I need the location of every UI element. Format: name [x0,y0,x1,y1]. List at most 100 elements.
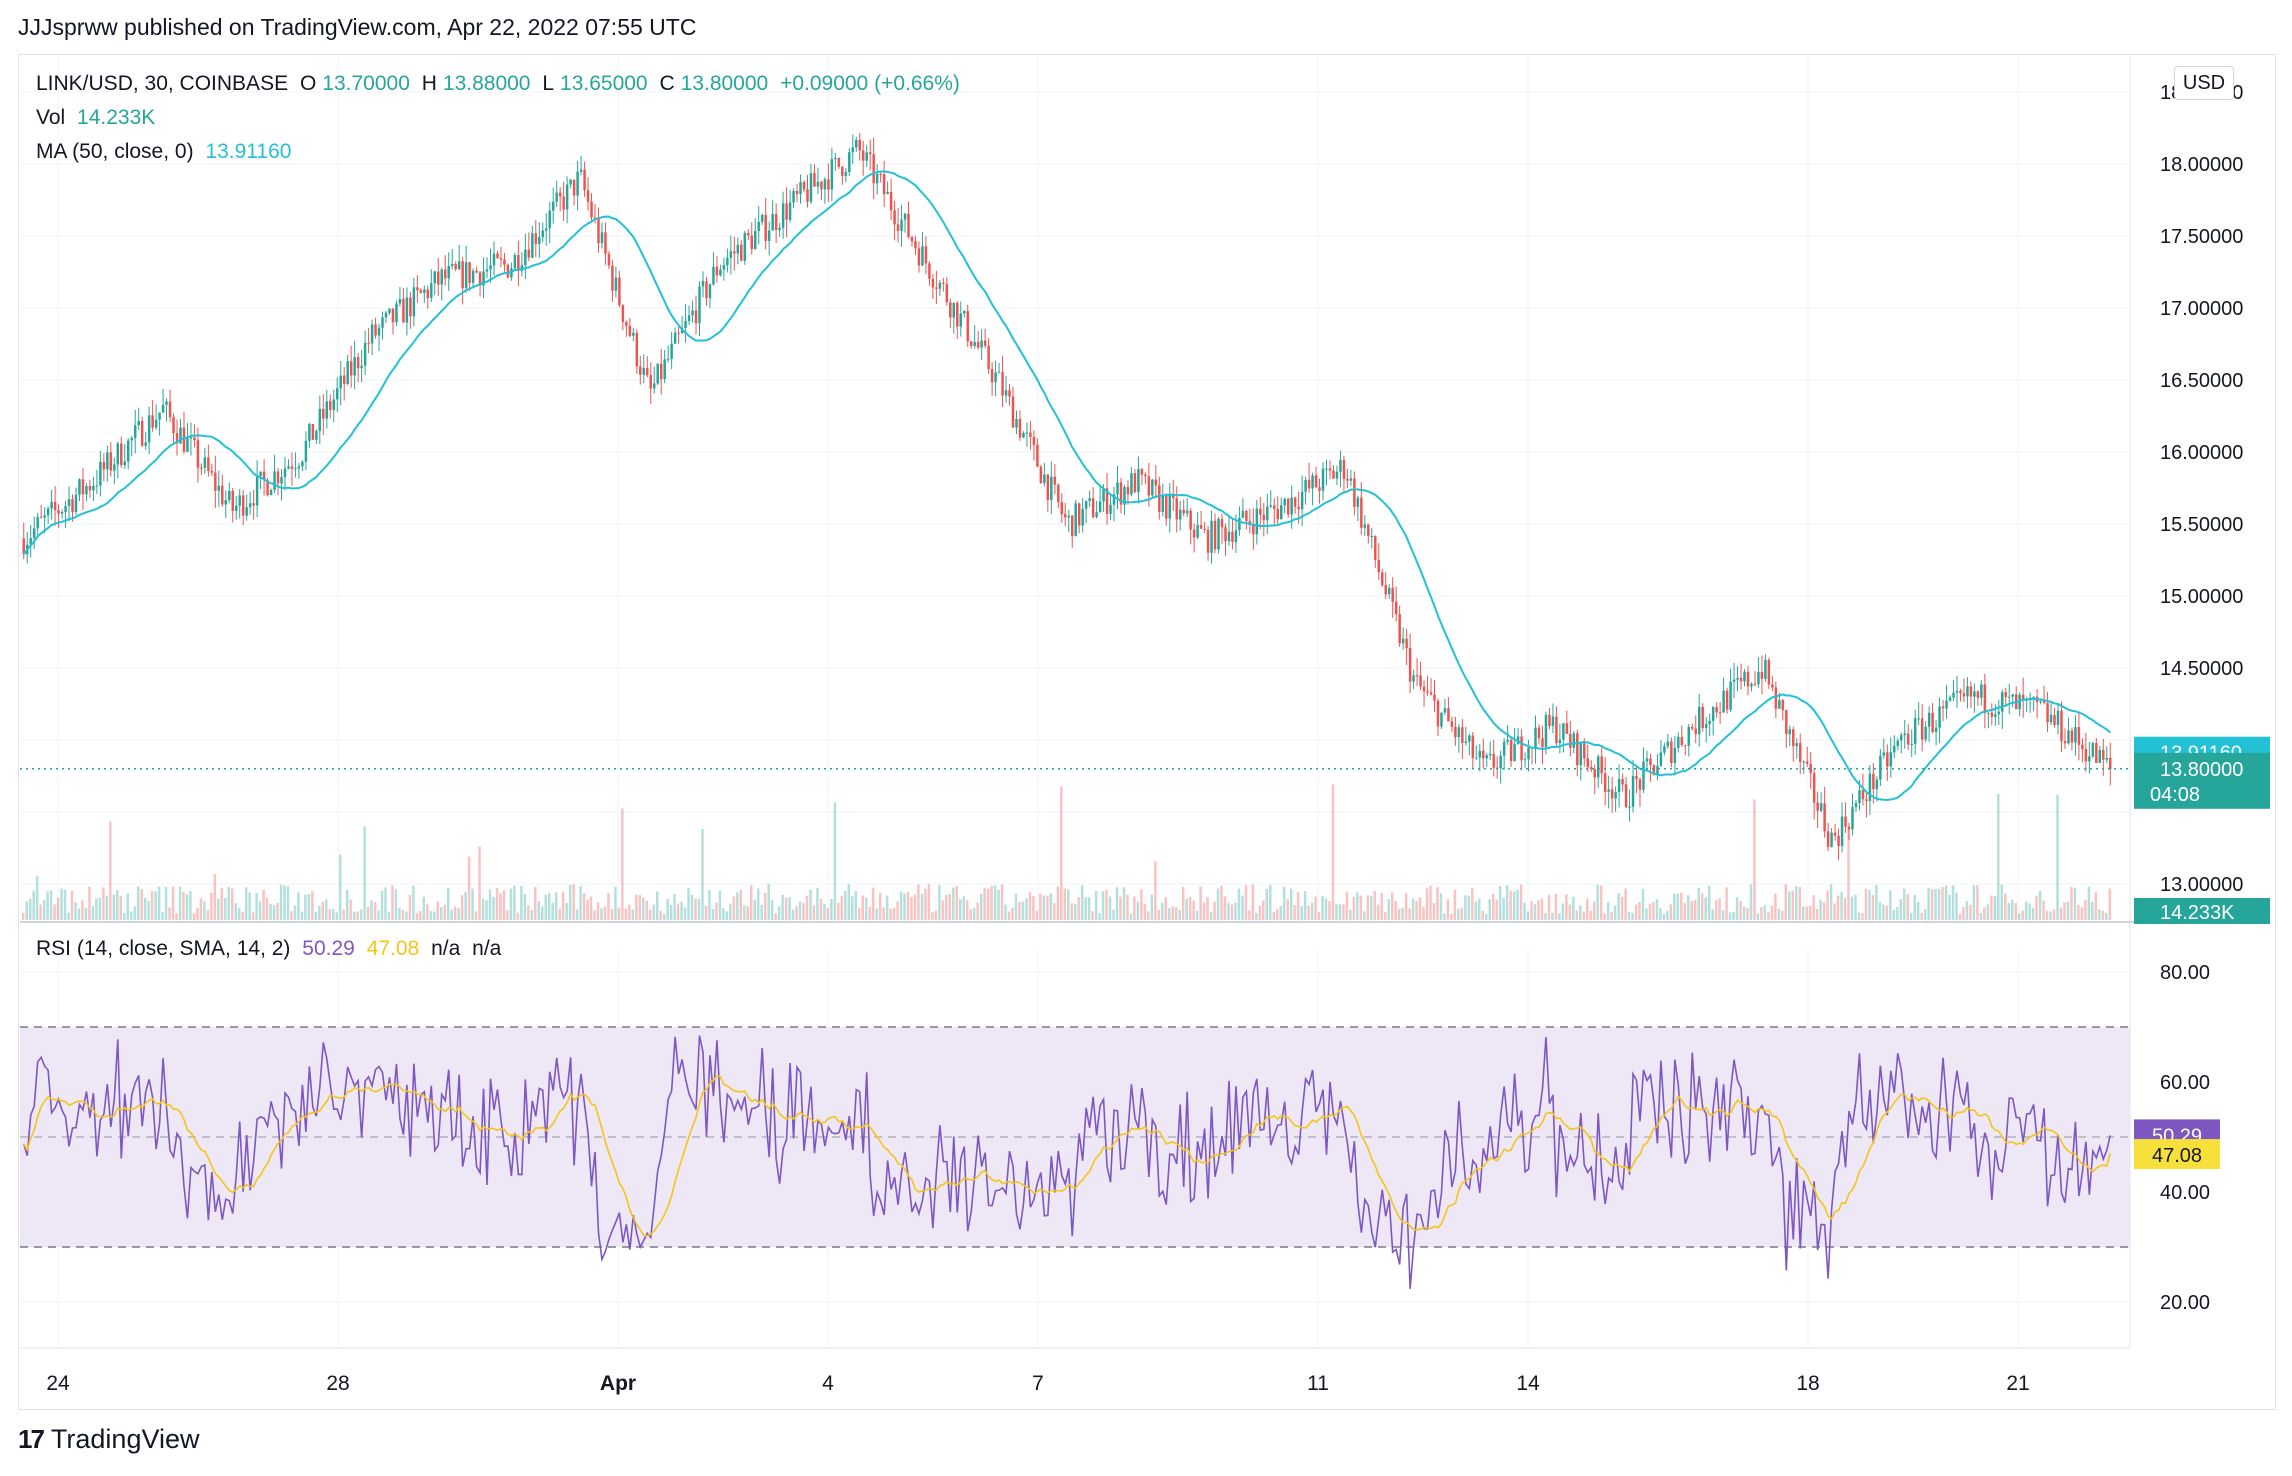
candle-body [440,269,443,285]
candle-body [1506,739,1509,742]
candle-body [1220,518,1224,528]
volume-bar [1857,912,1861,920]
candle-body [1757,671,1760,685]
candle-body [2105,757,2109,760]
volume-bar [722,908,725,920]
volume-label[interactable]: Vol [36,106,66,129]
volume-bar [234,903,237,920]
candle-body [917,248,921,266]
volume-bar [687,888,690,920]
candle-body [1959,691,1962,694]
candle-body [165,401,168,405]
candle-body [921,246,924,266]
candle-body [1266,506,1269,521]
volume-bar [22,912,25,920]
volume-bar [1293,905,1296,920]
volume-bar [931,912,934,920]
volume-bar [1627,911,1631,920]
candle-body [659,363,663,380]
volume-bar [1687,895,1690,920]
candle-body [207,457,210,471]
candle-body [510,268,513,278]
volume-bar [1321,896,1324,920]
volume-bar [1728,912,1732,920]
candle-body [144,442,147,446]
candle-body [1645,758,1649,762]
candle-body [785,203,788,220]
symbol-label[interactable]: LINK/USD, 30, COINBASE [36,72,289,95]
rsi-ma-value: 47.08 [366,937,420,960]
tradingview-brand[interactable]: 17 TradingView [18,1424,200,1455]
currency-button[interactable]: USD [2174,66,2234,100]
candle-body [795,190,799,195]
candle-body [855,139,858,148]
candle-body [1513,743,1516,762]
candle-body [597,218,600,244]
volume-bar [171,886,175,920]
volume-bar [1457,908,1460,920]
volume-bar [1056,886,1060,920]
volume-bar [53,904,56,920]
volume-bar [1899,899,1902,920]
candle-body [1461,727,1464,743]
candle-body [360,365,363,369]
volume-bar [1460,907,1464,920]
candle-body [997,372,1001,374]
candle-body [1224,527,1227,542]
volume-bar [422,896,426,920]
volume-bar [1178,909,1181,920]
volume-bar [1425,888,1429,920]
volume-bar [2045,910,2049,920]
volume-bar [1199,886,1202,920]
candle-body [67,499,71,507]
volume-bar [1491,893,1495,920]
candle-body [1102,488,1105,502]
candle-body [1976,691,1980,698]
volume-bar [924,888,927,920]
candle-body [1635,775,1638,780]
volume-bar [123,913,126,920]
volume-bar [513,885,516,920]
volume-bar [147,901,150,920]
candle-body [1311,475,1314,489]
candle-body [558,192,562,197]
candle-body [1213,520,1217,550]
volume-bar [938,884,941,920]
candle-body [757,221,760,232]
time-tick-label: 14 [1516,1372,1540,1395]
volume-bar [1401,907,1404,920]
volume-bar [342,909,345,920]
time-tick-label: 4 [822,1372,834,1395]
volume-bar [847,884,851,920]
volume-bar [1979,913,1983,920]
volume-bar [1310,902,1314,920]
candle-body [405,297,409,323]
candle-body [2109,757,2112,769]
volume-bar [1251,884,1255,920]
volume-bar [568,884,572,920]
candle-body [1994,714,1997,717]
candle-body [1151,479,1154,496]
candle-body [2081,744,2084,750]
candle-body [196,440,200,468]
volume-bar [1641,888,1645,920]
volume-bar [140,889,143,920]
volume-bar [28,898,32,920]
rsi-label[interactable]: RSI (14, close, SMA, 14, 2) [36,937,291,960]
ma-label[interactable]: MA (50, close, 0) [36,140,194,163]
candle-body [990,369,994,383]
volume-bar [579,886,582,920]
volume-bar [1523,902,1526,920]
volume-bar [81,900,84,920]
candle-body [1429,692,1433,695]
candle-body [736,244,740,254]
candle-body [1868,773,1872,801]
volume-bar [60,888,63,920]
volume-bar [467,856,471,920]
candle-body [475,270,478,273]
candle-body [1694,728,1697,735]
volume-bar [2010,899,2014,920]
volume-bar [1826,890,1829,920]
volume-bar [1122,887,1126,920]
